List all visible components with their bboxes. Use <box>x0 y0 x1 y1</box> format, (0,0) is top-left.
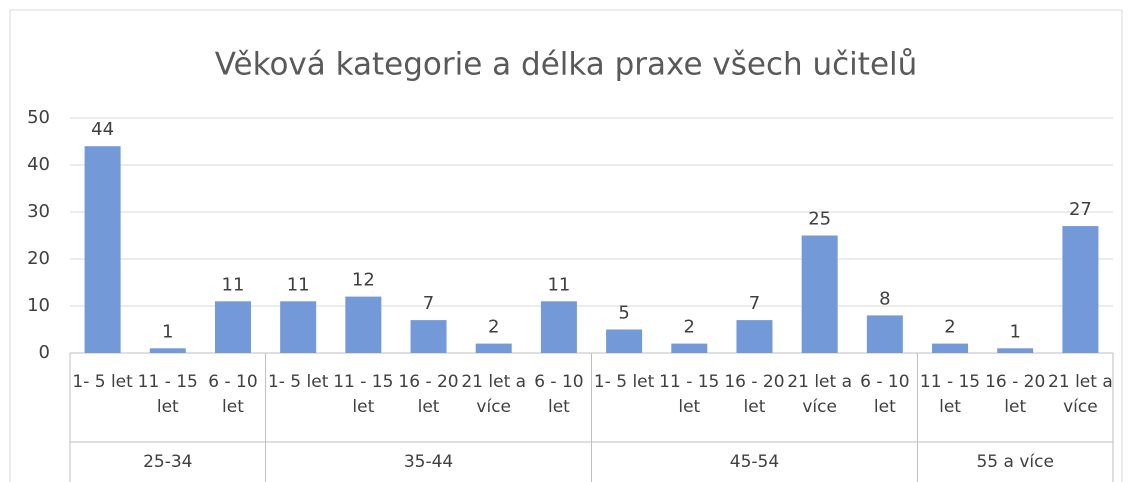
y-tick-label: 20 <box>27 248 50 269</box>
x-tick-label: 16 - 20 let <box>398 372 459 417</box>
data-label: 7 <box>749 293 760 314</box>
x-tick-label: 16 - 20 let <box>985 372 1046 417</box>
y-tick-label: 40 <box>27 154 50 175</box>
bar <box>606 329 643 353</box>
data-label: 7 <box>423 293 434 314</box>
bar <box>280 301 317 353</box>
data-label: 25 <box>808 209 831 230</box>
data-label: 2 <box>944 317 955 338</box>
x-tick-label: 11 - 15 let <box>919 372 981 417</box>
x-tick-label: 6 - 10 let <box>534 372 584 417</box>
x-tick-label: 6 - 10 let <box>208 372 258 417</box>
bar <box>932 343 969 353</box>
group-label: 55 a více <box>976 452 1054 472</box>
data-label: 1 <box>1009 321 1020 342</box>
group-label: 35-44 <box>403 452 454 472</box>
group-label: 45-54 <box>729 452 780 472</box>
bar <box>801 235 838 353</box>
x-tick-label: 11 - 15 let <box>333 372 394 417</box>
bar <box>345 296 382 353</box>
data-label: 27 <box>1069 199 1092 220</box>
bar <box>410 320 447 353</box>
x-tick-label: 16 - 20 let <box>724 372 785 417</box>
data-label: 44 <box>91 119 114 140</box>
bar <box>736 320 773 353</box>
y-tick-label: 10 <box>27 295 50 316</box>
bar <box>1062 226 1099 353</box>
x-tick-label: 1- 5 let <box>267 372 329 392</box>
chart-border <box>9 9 1123 482</box>
chart-title: Věková kategorie a délka praxe všech uči… <box>215 47 918 83</box>
bar <box>540 301 577 353</box>
bar <box>671 343 708 353</box>
bar <box>84 146 121 353</box>
x-tick-label: 6 - 10 let <box>860 372 910 417</box>
x-tick-label: 11 - 15 let <box>659 372 720 417</box>
x-tick-label: 1- 5 let <box>593 372 655 392</box>
data-label: 11 <box>287 274 310 295</box>
data-label: 8 <box>879 288 890 309</box>
data-label: 2 <box>684 317 695 338</box>
x-tick-label: 21 let a více <box>461 372 527 417</box>
y-tick-label: 30 <box>27 201 50 222</box>
data-label: 11 <box>547 274 570 295</box>
y-tick-label: 0 <box>39 342 50 363</box>
y-tick-label: 50 <box>27 107 50 128</box>
data-label: 1 <box>162 321 173 342</box>
bar <box>866 315 903 353</box>
data-label: 2 <box>488 317 499 338</box>
x-tick-label: 11 - 15 let <box>137 372 198 417</box>
x-tick-label: 21 let a více <box>787 372 853 417</box>
bar <box>214 301 251 353</box>
data-label: 12 <box>352 270 375 291</box>
data-label: 5 <box>618 303 629 324</box>
group-label: 25-34 <box>143 452 193 472</box>
bar <box>997 348 1034 353</box>
bar <box>475 343 512 353</box>
x-tick-label: 1- 5 let <box>72 372 133 392</box>
data-label: 11 <box>222 274 245 295</box>
bar <box>149 348 186 353</box>
x-tick-label: 21 let a více <box>1048 372 1113 417</box>
